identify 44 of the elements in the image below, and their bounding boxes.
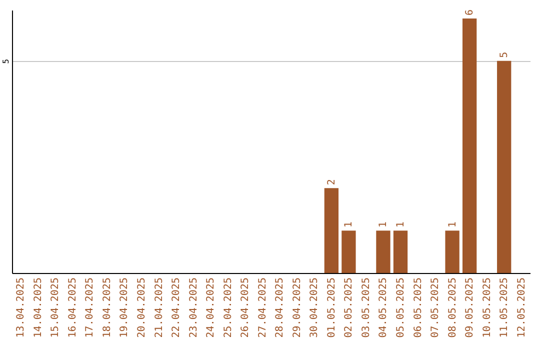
x-tick-label: 10.05.2025: [482, 278, 493, 338]
data-label: 1: [344, 222, 355, 228]
x-tick-label: 07.05.2025: [430, 278, 442, 338]
data-label: 1: [447, 222, 458, 228]
x-tick-label: 17.04.2025: [84, 278, 96, 338]
x-tick-label: 28.04.2025: [274, 278, 286, 338]
x-tick-label: 15.04.2025: [50, 278, 62, 338]
data-label: 1: [396, 222, 406, 228]
x-tick-label: 16.04.2025: [67, 278, 78, 338]
x-tick-label: 25.04.2025: [222, 278, 234, 338]
x-tick-label: 03.05.2025: [360, 278, 372, 338]
x-tick-label: 01.05.2025: [326, 278, 338, 338]
bar: [324, 188, 339, 273]
x-tick-label: 05.05.2025: [396, 278, 406, 338]
x-tick-label: 04.05.2025: [378, 278, 390, 338]
x-tick-label: 27.04.2025: [257, 278, 268, 338]
x-tick-label: 19.04.2025: [119, 278, 130, 338]
x-tick-label: 26.04.2025: [240, 278, 252, 338]
x-tick-label: 02.05.2025: [344, 278, 355, 338]
bar: [497, 60, 512, 273]
data-label: 6: [464, 9, 476, 16]
x-tick-label: 24.04.2025: [206, 278, 217, 338]
x-tick-label: 11.05.2025: [499, 278, 510, 338]
bar: [462, 18, 477, 273]
x-tick-label: 06.05.2025: [412, 278, 424, 338]
x-tick-label: 08.05.2025: [447, 278, 458, 338]
x-tick-label: 09.05.2025: [464, 278, 476, 338]
x-tick-label: 30.04.2025: [309, 278, 320, 338]
bar: [393, 230, 408, 273]
x-tick-label: 18.04.2025: [102, 278, 113, 338]
bar: [376, 230, 390, 273]
x-tick-label: 12.05.2025: [516, 278, 528, 338]
x-tick-label: 29.04.2025: [292, 278, 303, 338]
x-tick-label: 13.04.2025: [16, 278, 27, 338]
data-label: 5: [499, 52, 510, 58]
x-tick-label: 21.04.2025: [154, 278, 165, 338]
x-tick-label: 14.04.2025: [32, 278, 44, 338]
data-label: 2: [326, 179, 338, 186]
data-label: 1: [378, 222, 390, 228]
x-tick-label: 23.04.2025: [188, 278, 200, 338]
bar: [445, 230, 460, 273]
x-tick-label: 20.04.2025: [136, 278, 148, 338]
bar: [342, 230, 356, 273]
x-tick-label: 22.04.2025: [171, 278, 182, 338]
